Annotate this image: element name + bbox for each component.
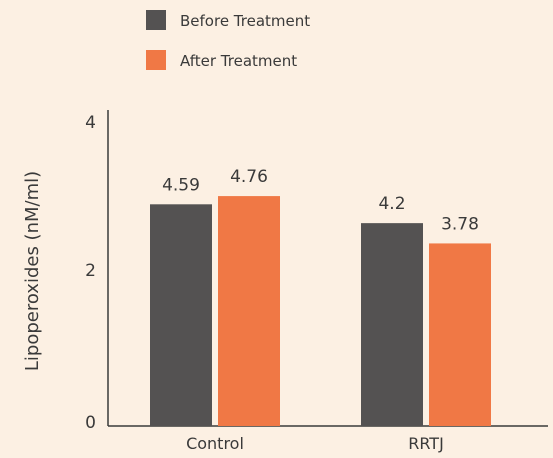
x-tick-label: Control — [186, 434, 244, 453]
y-axis-label: Lipoperoxides (nM/ml) — [22, 171, 43, 371]
x-tick-label: RRTJ — [408, 434, 444, 453]
y-tick-label: 2 — [85, 261, 96, 281]
legend-label-1: Before Treatment — [180, 12, 310, 30]
legend-swatch-1 — [146, 10, 166, 30]
data-label: 4.2 — [378, 194, 405, 214]
data-label: 3.78 — [441, 214, 479, 234]
bar — [150, 204, 212, 426]
bar — [218, 196, 280, 426]
bar — [429, 243, 491, 426]
bar — [361, 223, 423, 426]
legend-swatch-2 — [146, 50, 166, 70]
data-label: 4.76 — [230, 167, 268, 187]
data-label: 4.59 — [162, 175, 200, 195]
legend-label-2: After Treatment — [180, 52, 297, 70]
y-tick-label: 0 — [85, 413, 96, 433]
y-tick-label: 4 — [85, 113, 96, 133]
